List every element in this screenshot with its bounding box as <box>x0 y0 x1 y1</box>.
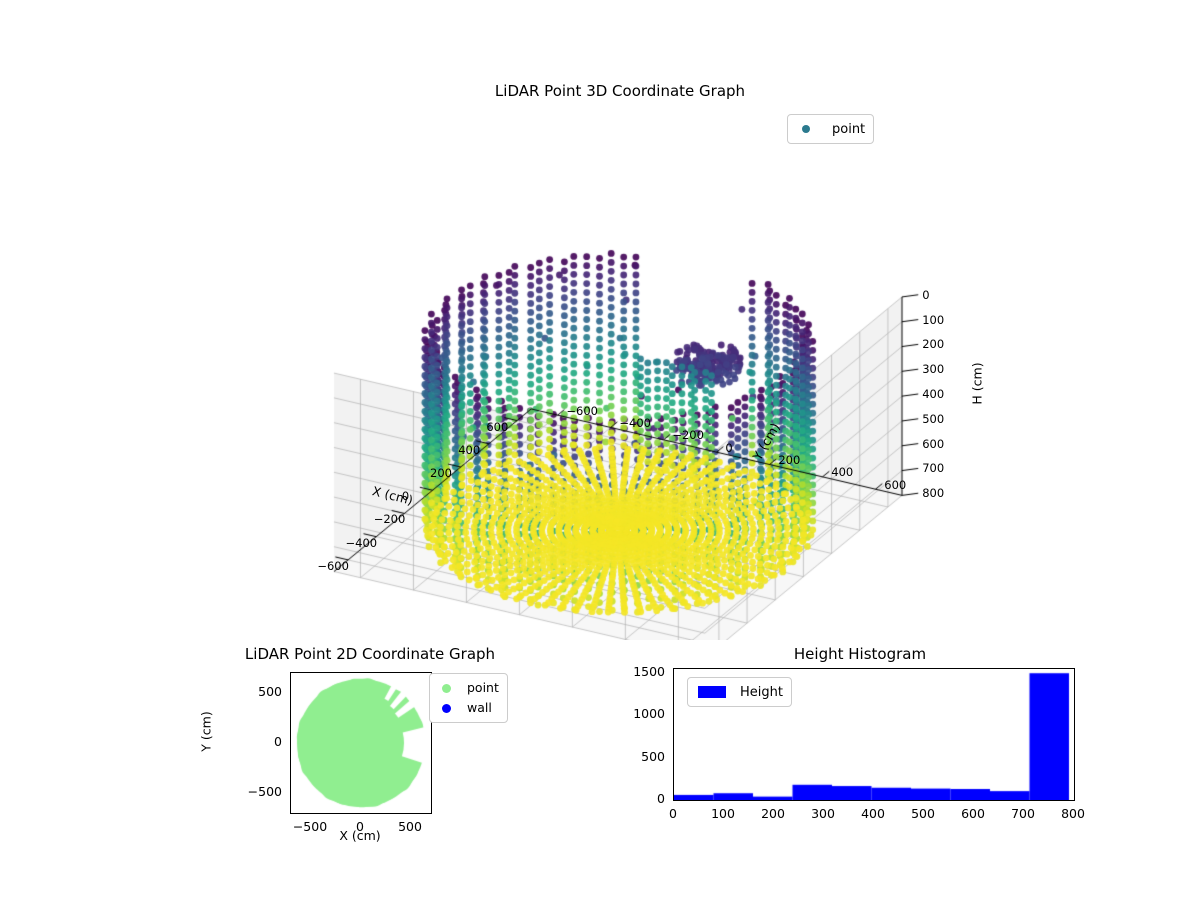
lidar-3d-ztick-0: 0 <box>922 288 929 302</box>
lidar-3d-xtick-0: −600 <box>317 559 349 573</box>
lidar-3d-xtick-5: 400 <box>458 443 480 457</box>
lidar-3d-ytick-3: 0 <box>725 441 732 455</box>
lidar-3d-ytick-1: 400 <box>831 465 853 479</box>
lidar-3d-xtick-2: −200 <box>374 512 406 526</box>
height-histogram-xtick-8: 800 <box>1033 806 1113 821</box>
height-histogram-title: Height Histogram <box>610 645 1110 663</box>
lidar-3d-ytick-6: −600 <box>566 404 598 418</box>
lidar-3d-legend[interactable]: point <box>787 114 874 144</box>
figure-canvas: LiDAR Point 3D Coordinate Graph point Li… <box>0 0 1200 900</box>
lidar-2d-ytick-2: −500 <box>202 784 282 799</box>
lidar-3d-ztick-3: 300 <box>922 362 944 376</box>
height-histogram-panel <box>610 640 1110 870</box>
height-histogram-ytick-0: 0 <box>585 791 665 806</box>
lidar-3d-xtick-1: −400 <box>346 536 378 550</box>
lidar-3d-z-axis-label: H (cm) <box>969 362 984 404</box>
lidar-3d-ztick-8: 800 <box>922 486 944 500</box>
legend-label-point: point <box>467 682 499 695</box>
point-marker-icon <box>802 125 810 133</box>
lidar-3d-ytick-5: −400 <box>619 416 651 430</box>
point-marker-icon <box>442 684 451 693</box>
height-bar-swatch-icon <box>698 686 726 698</box>
lidar-2d-xtick-2: 500 <box>370 819 450 834</box>
lidar-3d-title: LiDAR Point 3D Coordinate Graph <box>300 82 940 100</box>
height-histogram-legend[interactable]: Height <box>687 677 792 707</box>
lidar-3d-xtick-6: 600 <box>486 420 508 434</box>
height-histogram-ytick-1: 500 <box>585 749 665 764</box>
lidar-2d-title: LiDAR Point 2D Coordinate Graph <box>190 645 550 663</box>
height-histogram-ytick-3: 1500 <box>585 664 665 679</box>
lidar-3d-ztick-6: 600 <box>922 437 944 451</box>
lidar-3d-scatter-canvas[interactable] <box>300 140 940 640</box>
lidar-3d-panel <box>300 140 940 640</box>
lidar-2d-y-axis-label: Y (cm) <box>199 702 214 762</box>
lidar-3d-ytick-0: 600 <box>884 478 906 492</box>
legend-label-height: Height <box>740 686 783 699</box>
lidar-3d-ztick-5: 500 <box>922 412 944 426</box>
lidar-2d-ytick-1: 0 <box>202 734 282 749</box>
legend-label-point: point <box>832 123 865 136</box>
height-histogram-ytick-2: 1000 <box>585 706 665 721</box>
lidar-3d-ztick-1: 100 <box>922 313 944 327</box>
lidar-3d-ytick-4: −200 <box>672 428 704 442</box>
lidar-3d-ytick-2: 200 <box>778 453 800 467</box>
lidar-3d-xtick-4: 200 <box>430 466 452 480</box>
lidar-3d-ztick-2: 200 <box>922 337 944 351</box>
lidar-2d-scatter-canvas[interactable] <box>290 672 432 814</box>
legend-entry-point: point <box>438 678 499 698</box>
lidar-3d-ztick-4: 400 <box>922 387 944 401</box>
lidar-2d-ytick-0: 500 <box>202 684 282 699</box>
legend-entry-point: point <box>796 119 865 139</box>
lidar-3d-ztick-7: 700 <box>922 461 944 475</box>
legend-entry-height: Height <box>696 682 783 702</box>
legend-label-wall: wall <box>467 702 492 715</box>
legend-entry-wall: wall <box>438 698 499 718</box>
lidar-2d-legend[interactable]: point wall <box>429 673 508 723</box>
wall-marker-icon <box>442 704 451 713</box>
